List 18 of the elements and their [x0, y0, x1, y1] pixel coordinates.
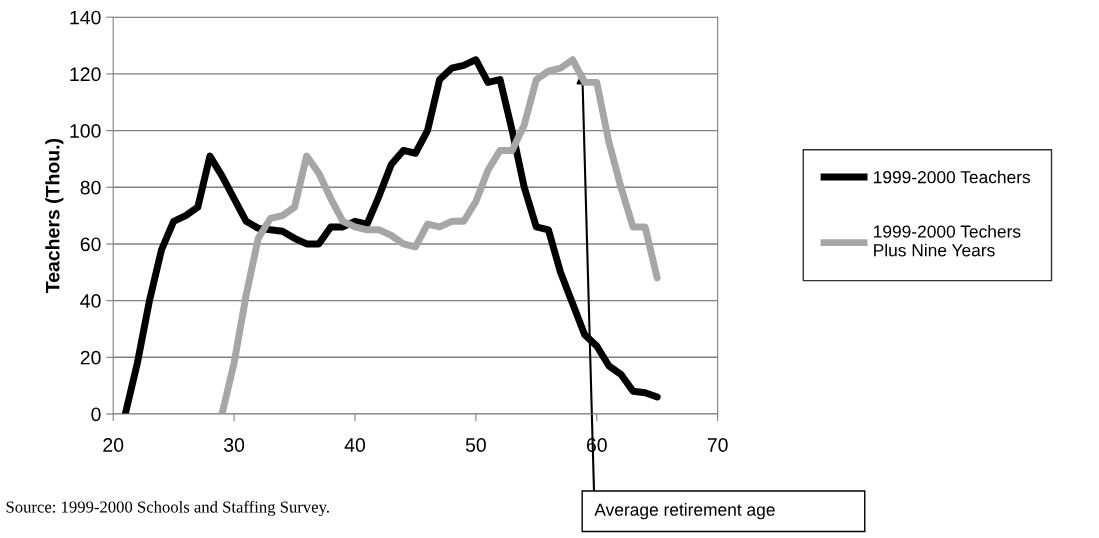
x-tick-label: 50 [465, 438, 486, 452]
y-tick-label: 120 [70, 67, 101, 82]
y-axis-title: Teachers (Thou.) [45, 138, 64, 293]
x-tick-label: 40 [344, 438, 366, 452]
source-note: Source: 1999-2000 Schools and Staffing Survey. [6, 500, 329, 517]
annotation: Average retirement age [594, 503, 775, 520]
y-tick-label: 60 [80, 237, 101, 252]
x-tick-label: 70 [707, 438, 728, 452]
y-tick-label: 100 [70, 124, 101, 138]
legend-label: 1999-2000 Teachers [874, 170, 1031, 184]
y-tick-label: 20 [80, 350, 101, 365]
y-tick-label: 140 [70, 10, 101, 25]
x-tick-label: 20 [103, 438, 124, 452]
x-tick-label: 30 [224, 438, 245, 452]
y-tick-label: 40 [80, 294, 101, 308]
legend-label: 1999-2000 Techers Plus Nine Years [874, 224, 1021, 257]
y-tick-label: 80 [80, 180, 101, 195]
y-tick-label: 0 [91, 407, 101, 422]
